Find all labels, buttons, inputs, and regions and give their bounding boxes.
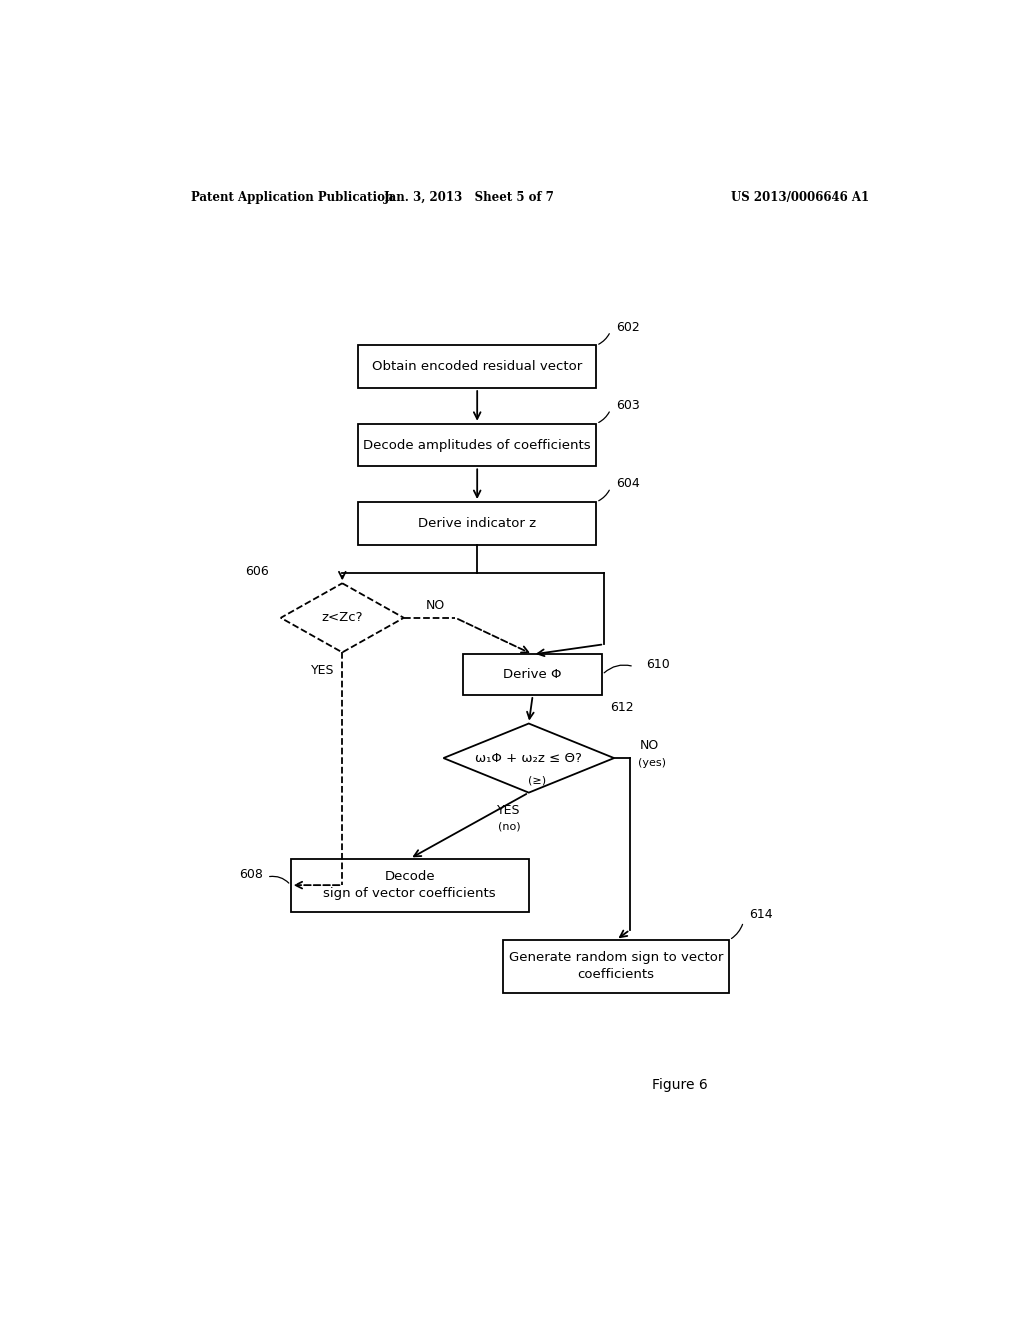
Text: 604: 604 xyxy=(616,477,640,490)
Text: US 2013/0006646 A1: US 2013/0006646 A1 xyxy=(731,190,869,203)
Text: 606: 606 xyxy=(245,565,269,578)
Text: YES: YES xyxy=(310,664,334,677)
Text: Figure 6: Figure 6 xyxy=(651,1078,708,1093)
FancyBboxPatch shape xyxy=(358,424,596,466)
Text: 612: 612 xyxy=(610,701,634,714)
Text: Generate random sign to vector
coefficients: Generate random sign to vector coefficie… xyxy=(509,952,723,982)
Text: Jan. 3, 2013   Sheet 5 of 7: Jan. 3, 2013 Sheet 5 of 7 xyxy=(384,190,555,203)
Text: Derive indicator z: Derive indicator z xyxy=(418,517,537,529)
Text: YES: YES xyxy=(498,804,520,817)
Text: 614: 614 xyxy=(749,908,773,921)
Polygon shape xyxy=(281,583,403,652)
Text: NO: NO xyxy=(640,739,659,752)
Text: Derive Φ: Derive Φ xyxy=(504,668,562,681)
Text: (no): (no) xyxy=(498,821,520,832)
FancyBboxPatch shape xyxy=(358,346,596,388)
Text: Patent Application Publication: Patent Application Publication xyxy=(191,190,394,203)
Text: ω₁Φ + ω₂z ≤ Θ?: ω₁Φ + ω₂z ≤ Θ? xyxy=(475,751,583,764)
FancyBboxPatch shape xyxy=(463,655,602,696)
Text: NO: NO xyxy=(426,599,445,612)
Text: Decode
sign of vector coefficients: Decode sign of vector coefficients xyxy=(324,870,496,900)
Text: (yes): (yes) xyxy=(638,758,667,768)
Text: Obtain encoded residual vector: Obtain encoded residual vector xyxy=(372,360,583,374)
Polygon shape xyxy=(443,723,614,792)
Text: 602: 602 xyxy=(616,321,640,334)
Text: 603: 603 xyxy=(616,399,640,412)
FancyBboxPatch shape xyxy=(503,940,729,993)
FancyBboxPatch shape xyxy=(358,502,596,545)
Text: (≥): (≥) xyxy=(527,775,546,785)
Text: z<Zc?: z<Zc? xyxy=(322,611,364,624)
Text: Decode amplitudes of coefficients: Decode amplitudes of coefficients xyxy=(364,438,591,451)
Text: 610: 610 xyxy=(646,659,670,671)
Text: 608: 608 xyxy=(239,869,263,882)
FancyBboxPatch shape xyxy=(291,859,528,912)
